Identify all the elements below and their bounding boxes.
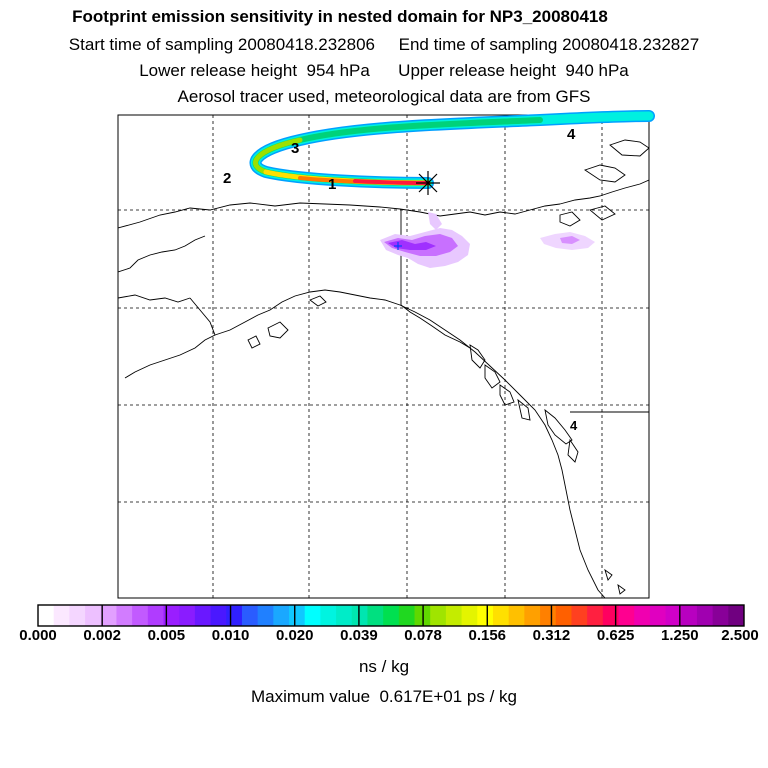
- map-frame: [117, 114, 650, 599]
- colorbar-swatch: [712, 605, 729, 626]
- colorbar-swatch: [304, 605, 321, 626]
- colorbar-ticks: [101, 605, 681, 626]
- colorbar-swatch: [602, 605, 619, 626]
- colorbar-swatch: [524, 605, 541, 626]
- colorbar-swatch: [477, 605, 494, 626]
- colorbar-swatch: [210, 605, 227, 626]
- colorbar-swatch: [492, 605, 510, 626]
- colorbar-swatch: [179, 605, 196, 626]
- trajectory-label-4b: 4: [570, 418, 578, 433]
- colorbar-tick-label: 0.000: [19, 627, 57, 644]
- colorbar-swatch: [69, 605, 86, 626]
- colorbar-swatch: [163, 605, 180, 626]
- colorbar-swatch: [336, 605, 353, 626]
- colorbar-swatch: [367, 605, 384, 626]
- colorbar-tick-label: 0.156: [468, 627, 507, 644]
- colorbar-tick-label: 0.039: [340, 627, 378, 644]
- graticule: [118, 115, 649, 598]
- maximum-value-text: Maximum value 0.617E+01 ps / kg: [251, 687, 517, 706]
- colorbar-swatch: [241, 605, 259, 626]
- colorbar-swatch: [320, 605, 337, 626]
- colorbar-swatch: [728, 605, 745, 626]
- sampling-time-line: Start time of sampling 20080418.232806 E…: [68, 35, 700, 54]
- colorbar: [37, 604, 745, 627]
- colorbar-swatch: [461, 605, 478, 626]
- colorbar-swatch: [696, 605, 714, 626]
- colorbar-tick-label: 0.625: [596, 627, 635, 644]
- release-height-line: Lower release height 954 hPa Upper relea…: [139, 61, 629, 80]
- colorbar-swatch: [194, 605, 212, 626]
- trajectory-label-1: 1: [328, 176, 336, 193]
- tracer-info-line: Aerosol tracer used, meteorological data…: [177, 87, 591, 106]
- colorbar-swatch: [226, 605, 243, 626]
- colorbar-tick-label: 0.002: [83, 627, 121, 644]
- colorbar-tick-label: 0.010: [211, 627, 250, 644]
- colorbar-tick-label: 0.005: [147, 627, 186, 644]
- trajectory-label-2: 2: [223, 170, 231, 187]
- coastline: [118, 139, 649, 598]
- colorbar-swatch: [555, 605, 572, 626]
- colorbar-swatch: [430, 605, 447, 626]
- colorbar-frame: [37, 604, 745, 627]
- colorbar-swatch: [445, 605, 463, 626]
- colorbar-swatch: [116, 605, 133, 626]
- colorbar-swatch: [351, 605, 368, 626]
- colorbar-swatch: [38, 605, 55, 626]
- colorbar-tick-label: 2.500: [721, 627, 759, 644]
- colorbar-swatch: [649, 605, 667, 626]
- colorbar-swatch: [289, 605, 306, 626]
- colorbar-units: ns / kg: [358, 657, 410, 676]
- colorbar-swatch: [100, 605, 117, 626]
- colorbar-swatch: [618, 605, 635, 626]
- colorbar-swatch: [587, 605, 604, 626]
- colorbar-swatch: [257, 605, 274, 626]
- colorbar-tick-label: 0.312: [532, 627, 571, 644]
- trajectory-plume: [249, 110, 655, 189]
- colorbar-swatch: [53, 605, 70, 626]
- plot-title: Footprint emission sensitivity in nested…: [72, 7, 608, 26]
- colorbar-swatch: [508, 605, 525, 626]
- colorbar-swatch: [85, 605, 102, 626]
- colorbar-tick-label: 0.078: [404, 627, 442, 644]
- borders: [400, 210, 649, 413]
- footprint-patches: [380, 212, 595, 268]
- colorbar-tick-label: 0.020: [275, 627, 314, 644]
- receptor-marker: [394, 242, 402, 250]
- colorbar-swatch: [132, 605, 149, 626]
- colorbar-swatch: [681, 605, 698, 626]
- colorbar-swatch: [273, 605, 290, 626]
- colorbar-swatch: [665, 605, 682, 626]
- colorbar-swatch: [634, 605, 651, 626]
- colorbar-swatch: [571, 605, 588, 626]
- trajectory-label-4: 4: [567, 126, 576, 143]
- colorbar-tick-label: 1.250: [661, 627, 699, 644]
- release-star-marker: [416, 171, 440, 195]
- colorbar-swatch: [383, 605, 400, 626]
- trajectory-label-3: 3: [291, 140, 299, 157]
- colorbar-swatch: [147, 605, 165, 626]
- colorbar-swatch: [540, 605, 557, 626]
- colorbar-swatch: [398, 605, 416, 626]
